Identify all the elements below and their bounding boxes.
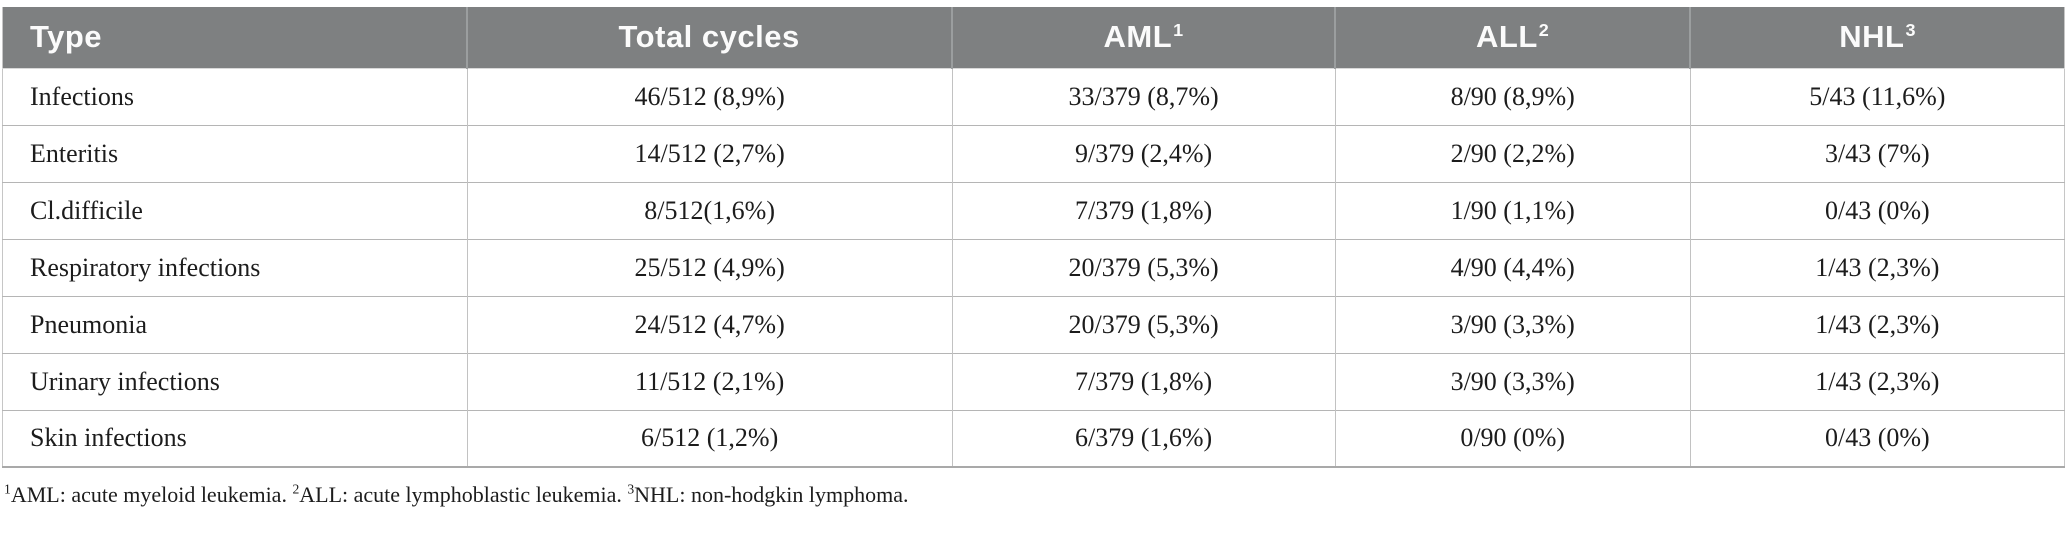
table-cell: 0/43 (0%) bbox=[1689, 409, 2065, 467]
table-cell: Pneumonia bbox=[2, 295, 468, 353]
table-cell: 8/512(1,6%) bbox=[466, 181, 953, 239]
footnote-superscript: 1 bbox=[4, 481, 11, 497]
table-cell: 1/43 (2,3%) bbox=[1689, 295, 2065, 353]
table-cell: 14/512 (2,7%) bbox=[466, 124, 953, 182]
footnote-text: NHL: non-hodgkin lymphoma. bbox=[634, 482, 909, 507]
table-cell: 5/43 (11,6%) bbox=[1689, 67, 2065, 125]
column-header-label: AML bbox=[1103, 19, 1173, 55]
table-footnote: 1AML: acute myeloid leukemia. 2ALL: acut… bbox=[4, 482, 909, 508]
results-table: Type Total cycles AML1 ALL2 NHL3 Infecti… bbox=[2, 7, 2065, 468]
column-header-superscript: 3 bbox=[1905, 19, 1916, 40]
column-header-superscript: 2 bbox=[1538, 19, 1550, 40]
table-cell: 0/90 (0%) bbox=[1334, 409, 1691, 467]
footnote-superscript: 3 bbox=[627, 481, 635, 497]
table-cell: 7/379 (1,8%) bbox=[951, 181, 1336, 239]
table-cell: 24/512 (4,7%) bbox=[466, 295, 953, 353]
table-row-skin-infections: Skin infections 6/512 (1,2%) 6/379 (1,6%… bbox=[2, 409, 2065, 467]
table-row-enteritis: Enteritis 14/512 (2,7%) 9/379 (2,4%) 2/9… bbox=[2, 124, 2065, 182]
table-cell: 6/512 (1,2%) bbox=[466, 409, 953, 467]
table-cell: 25/512 (4,9%) bbox=[466, 238, 953, 296]
table-cell: Enteritis bbox=[2, 124, 468, 182]
table-cell: Cl.difficile bbox=[2, 181, 468, 239]
table-cell: 33/379 (8,7%) bbox=[951, 67, 1336, 125]
footnote-part-all: 2ALL: acute lymphoblastic leukemia. bbox=[292, 482, 627, 507]
table-row-cl-difficile: Cl.difficile 8/512(1,6%) 7/379 (1,8%) 1/… bbox=[2, 181, 2065, 239]
table-cell: 0/43 (0%) bbox=[1689, 181, 2065, 239]
column-header-aml: AML1 bbox=[951, 7, 1336, 68]
table-cell: 3/43 (7%) bbox=[1689, 124, 2065, 182]
table-cell: Infections bbox=[2, 67, 468, 125]
table-cell: 20/379 (5,3%) bbox=[951, 238, 1336, 296]
table-cell: 1/43 (2,3%) bbox=[1689, 238, 2065, 296]
table-cell: 8/90 (8,9%) bbox=[1334, 67, 1691, 125]
table-row-urinary-infections: Urinary infections 11/512 (2,1%) 7/379 (… bbox=[2, 352, 2065, 410]
table-cell: Respiratory infections bbox=[2, 238, 468, 296]
table-cell: 11/512 (2,1%) bbox=[466, 352, 953, 410]
column-header-superscript: 1 bbox=[1173, 19, 1184, 40]
column-header-nhl: NHL3 bbox=[1689, 7, 2065, 68]
table-cell: 3/90 (3,3%) bbox=[1334, 295, 1691, 353]
table-cell: Skin infections bbox=[2, 409, 468, 467]
column-header-total-cycles: Total cycles bbox=[466, 7, 953, 68]
table-cell: 9/379 (2,4%) bbox=[951, 124, 1336, 182]
footnote-part-aml: 1AML: acute myeloid leukemia. bbox=[4, 482, 292, 507]
table-header-row: Type Total cycles AML1 ALL2 NHL3 bbox=[2, 7, 2065, 68]
column-header-all: ALL2 bbox=[1334, 7, 1691, 68]
table-cell: 2/90 (2,2%) bbox=[1334, 124, 1691, 182]
table-cell: 7/379 (1,8%) bbox=[951, 352, 1336, 410]
column-header-label: NHL bbox=[1839, 19, 1905, 55]
column-header-label: ALL bbox=[1476, 19, 1538, 55]
table-cell: 4/90 (4,4%) bbox=[1334, 238, 1691, 296]
table-row-infections: Infections 46/512 (8,9%) 33/379 (8,7%) 8… bbox=[2, 67, 2065, 125]
table-cell: 3/90 (3,3%) bbox=[1334, 352, 1691, 410]
table-row-respiratory-infections: Respiratory infections 25/512 (4,9%) 20/… bbox=[2, 238, 2065, 296]
footnote-part-nhl: 3NHL: non-hodgkin lymphoma. bbox=[627, 482, 908, 507]
column-header-type: Type bbox=[2, 7, 468, 68]
table-cell: Urinary infections bbox=[2, 352, 468, 410]
table-cell: 1/90 (1,1%) bbox=[1334, 181, 1691, 239]
footnote-superscript: 2 bbox=[292, 481, 300, 497]
footnote-text: ALL: acute lymphoblastic leukemia. bbox=[299, 482, 628, 507]
table-cell: 1/43 (2,3%) bbox=[1689, 352, 2065, 410]
table-cell: 20/379 (5,3%) bbox=[951, 295, 1336, 353]
column-header-label: Total cycles bbox=[618, 19, 800, 55]
column-header-label: Type bbox=[30, 19, 103, 55]
table-cell: 6/379 (1,6%) bbox=[951, 409, 1336, 467]
footnote-text: AML: acute myeloid leukemia. bbox=[10, 482, 293, 507]
table-cell: 46/512 (8,9%) bbox=[466, 67, 953, 125]
table-row-pneumonia: Pneumonia 24/512 (4,7%) 20/379 (5,3%) 3/… bbox=[2, 295, 2065, 353]
